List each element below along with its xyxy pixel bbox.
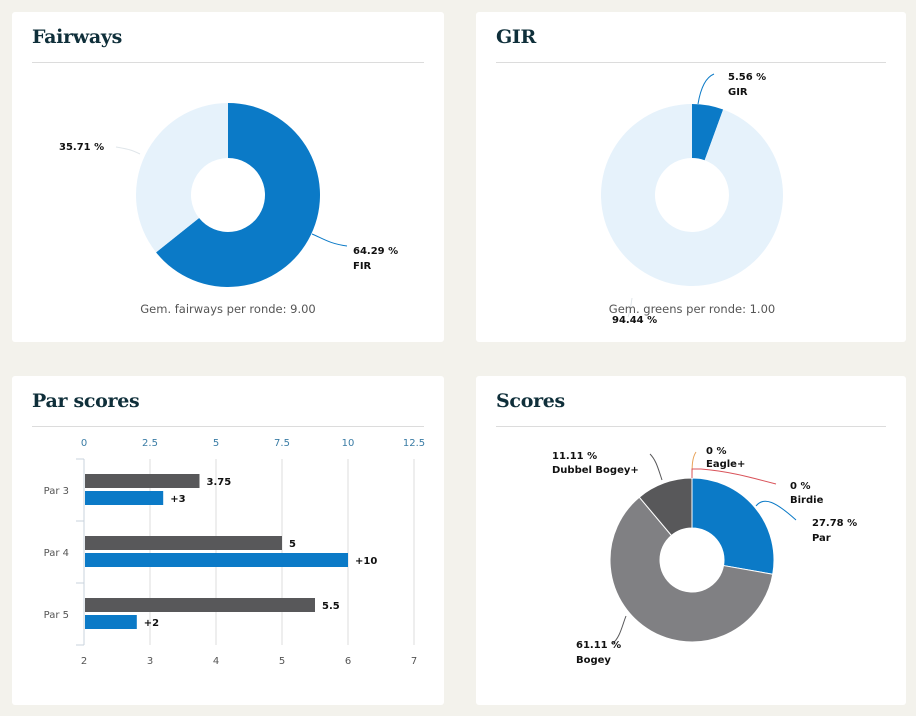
bottom-axis-ticks: 2 3 4 5 6 7 [81,656,417,667]
bottom-axis-tick-label: 4 [213,656,219,667]
donut-slice-dubbel-bogey[interactable] [638,477,693,537]
divider [32,426,424,427]
scores-donut-chart: 0 % Eagle+ 0 % Birdie 27.78 % Par 11.11 … [552,446,857,666]
category-label: Par 5 [44,610,69,621]
chart-subtitle: Gem. fairways per ronde: 9.00 [140,302,316,316]
bottom-axis-tick-label: 5 [279,656,285,667]
slice-sublabel-dubbel-bogey: Dubbel Bogey+ [552,465,639,476]
slice-label-missed: 35.71 % [59,142,104,153]
leader-line [311,233,348,247]
slice-sublabel-eagle: Eagle+ [706,459,745,470]
bar-average[interactable] [85,474,200,488]
top-axis-tick-label: 5 [213,438,219,449]
donut-slice-gir[interactable] [692,104,724,161]
bottom-axis-tick-label: 6 [345,656,351,667]
bar-data-label: +10 [355,556,377,567]
category-axis [76,458,85,646]
donut-slice-fir[interactable] [156,103,320,288]
donut-slices [609,477,775,643]
leader-line [697,73,715,105]
panel-title: GIR [496,26,537,48]
leader-line [115,146,141,155]
slice-sublabel-fir: FIR [353,261,372,272]
leader-line-bogey [611,615,627,645]
donut-slice-missed[interactable] [601,104,783,286]
category-label: Par 3 [44,486,69,497]
bars: 3.75 +3 5 +10 5.5 +2 [85,474,377,629]
bottom-axis-tick-label: 7 [411,656,417,667]
panel-title: Fairways [32,26,122,48]
slice-sublabel-bogey: Bogey [576,655,611,666]
top-axis-tick-label: 2.5 [142,438,158,449]
slice-label-eagle: 0 % [706,446,726,457]
bar-over-par[interactable] [85,491,164,505]
slice-sublabel-par: Par [812,533,831,544]
divider [32,62,424,63]
fairways-donut-chart: 35.71 % 64.29 % FIR Gem. fairways per ro… [59,103,398,316]
scores-panel: Scores 0 % Eagle+ 0 % Birdie 27.78 % Par… [476,376,906,705]
slice-label-fir: 64.29 % [353,246,398,257]
bar-data-label: +2 [144,618,159,629]
slice-sublabel-gir: GIR [728,87,748,98]
top-axis-tick-label: 0 [81,438,87,449]
slice-label-bogey: 61.11 % [576,640,621,651]
leader-line-eagle [691,451,697,479]
leader-line-dubbel-bogey [649,453,663,481]
bar-data-label: 3.75 [207,477,232,488]
top-axis-tick-label: 10 [342,438,355,449]
divider [496,62,886,63]
panel-title: Scores [496,390,565,412]
donut-slices [601,104,783,286]
par-scores-bar-chart: 0 2.5 5 7.5 10 12.5 2 3 4 5 6 7 Par 3 Par 4 Par 5 3.… [44,438,426,667]
bottom-axis-tick-label: 3 [147,656,153,667]
donut-slice-missed[interactable] [136,103,228,253]
slice-label-par: 27.78 % [812,518,857,529]
gridlines [149,459,415,645]
bar-over-par[interactable] [85,553,348,567]
category-labels: Par 3 Par 4 Par 5 [44,486,69,621]
bar-average[interactable] [85,536,282,550]
donut-slice-par[interactable] [691,477,775,575]
top-axis-tick-label: 12.5 [403,438,425,449]
gir-donut-chart: 5.56 % GIR Gem. greens per ronde: 1.00 9… [601,72,783,326]
divider [496,426,886,427]
slice-label-missed: 94.44 % [612,315,657,326]
bar-data-label: 5 [289,539,296,550]
fairways-panel: Fairways 35.71 % 64.29 % FIR Gem. fairwa… [12,12,444,342]
donut-slice-bogey[interactable] [609,496,774,643]
category-label: Par 4 [44,548,69,559]
bar-data-label: 5.5 [322,601,340,612]
top-axis-tick-label: 7.5 [274,438,290,449]
bar-average[interactable] [85,598,315,612]
leader-line-birdie [691,468,777,485]
bottom-axis-tick-label: 2 [81,656,87,667]
leader-line [627,297,633,318]
slice-label-birdie: 0 % [790,481,810,492]
slice-sublabel-birdie: Birdie [790,495,824,506]
bar-data-label: +3 [170,494,185,505]
chart-subtitle: Gem. greens per ronde: 1.00 [609,302,775,316]
slice-label-dubbel-bogey: 11.11 % [552,451,597,462]
bar-over-par[interactable] [85,615,137,629]
donut-slices [136,103,320,288]
slice-label-gir: 5.56 % [728,72,766,83]
top-axis-ticks: 0 2.5 5 7.5 10 12.5 [81,438,425,449]
panel-title: Par scores [32,390,140,412]
leader-line-par [755,500,797,521]
gir-panel: GIR 5.56 % GIR Gem. greens per ronde: 1.… [476,12,906,342]
